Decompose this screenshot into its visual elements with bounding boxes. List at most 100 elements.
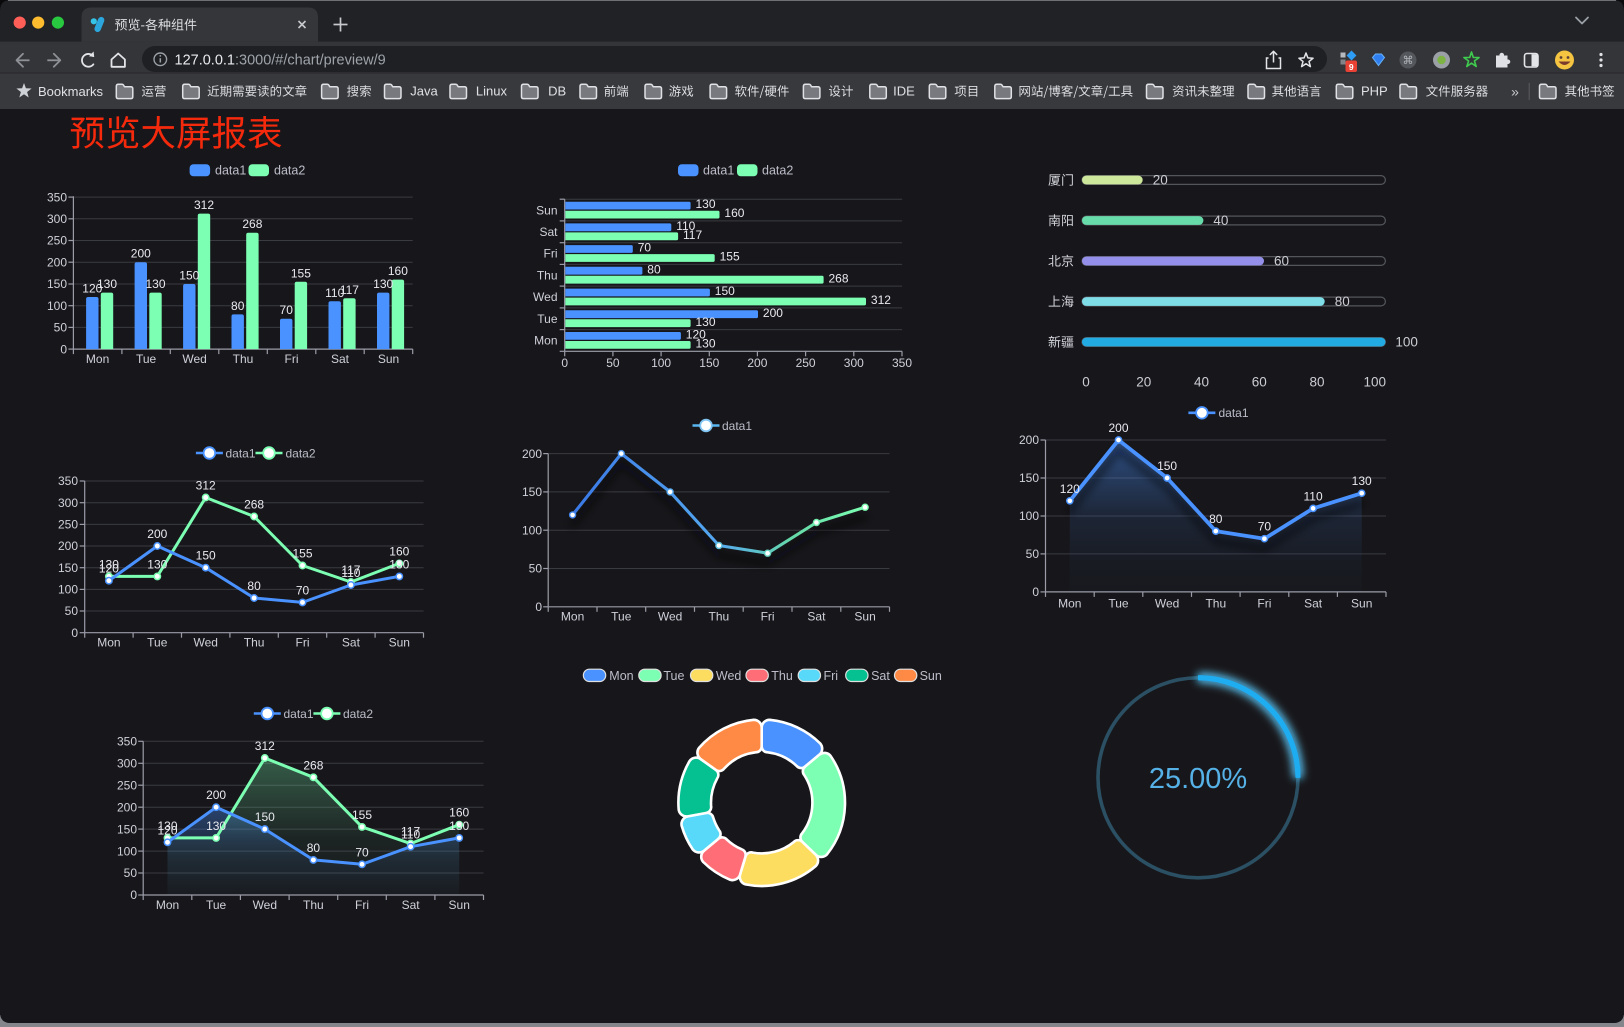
svg-text:268: 268 [244,498,264,512]
svg-text:300: 300 [844,356,864,370]
svg-text:250: 250 [58,518,78,532]
svg-text:130: 130 [373,277,393,291]
svg-text:Wed: Wed [193,636,217,650]
svg-text:200: 200 [1108,421,1128,435]
svg-text:DB: DB [548,84,566,99]
svg-text:350: 350 [892,356,912,370]
svg-text:110: 110 [676,219,695,233]
svg-text:130: 130 [99,557,119,571]
svg-text:60: 60 [1274,254,1289,269]
svg-text:200: 200 [522,447,542,461]
svg-text:Mon: Mon [1058,597,1081,611]
svg-text:150: 150 [1019,471,1039,485]
svg-text:data1: data1 [215,164,246,178]
svg-text:312: 312 [196,479,216,493]
svg-text:data1: data1 [703,164,734,178]
svg-text:268: 268 [829,271,849,285]
svg-text:data2: data2 [343,707,373,721]
svg-text:Sun: Sun [389,636,410,650]
svg-text:Fri: Fri [544,247,558,261]
svg-text:250: 250 [796,356,816,370]
svg-text:300: 300 [117,757,137,771]
svg-text:Thu: Thu [244,636,265,650]
svg-text:Thu: Thu [233,352,254,366]
svg-text:150: 150 [58,561,78,575]
svg-text:data2: data2 [762,164,793,178]
svg-text:50: 50 [1026,547,1040,561]
svg-text:Wed: Wed [533,290,557,304]
svg-text:Bookmarks: Bookmarks [38,84,104,99]
svg-text:data2: data2 [286,446,316,460]
svg-text:150: 150 [1157,459,1177,473]
svg-text:150: 150 [179,269,199,283]
svg-text:Tue: Tue [206,898,227,912]
svg-text:100: 100 [651,356,671,370]
svg-text:130: 130 [145,277,165,291]
svg-text:data1: data1 [284,707,314,721]
svg-text:Mon: Mon [97,636,120,650]
svg-text:200: 200 [58,539,78,553]
svg-text:250: 250 [47,234,67,248]
svg-text:312: 312 [194,198,214,212]
svg-text:200: 200 [763,306,783,320]
svg-text:25.00%: 25.00% [1149,763,1247,795]
svg-text:300: 300 [47,212,67,226]
svg-text:data2: data2 [274,164,305,178]
svg-text:130: 130 [206,819,226,833]
svg-text:130: 130 [389,557,409,571]
svg-text:50: 50 [65,604,79,618]
svg-text:127.0.0.1:3000/#/chart/preview: 127.0.0.1:3000/#/chart/preview/9 [175,52,386,68]
svg-text:Fri: Fri [355,898,369,912]
svg-text:Sun: Sun [378,352,399,366]
svg-text:200: 200 [206,788,226,802]
svg-text:Mon: Mon [609,669,633,683]
svg-text:130: 130 [157,819,177,833]
svg-text:100: 100 [47,299,67,313]
svg-text:200: 200 [747,356,767,370]
svg-text:Tue: Tue [537,312,558,326]
svg-text:Mon: Mon [86,352,109,366]
svg-text:150: 150 [715,284,735,298]
svg-text:70: 70 [1258,520,1272,534]
svg-text:Wed: Wed [1155,597,1179,611]
svg-text:Thu: Thu [771,669,793,683]
svg-text:80: 80 [307,841,321,855]
svg-text:⌘: ⌘ [1403,55,1414,67]
svg-text:Thu: Thu [709,610,730,624]
svg-text:150: 150 [522,485,542,499]
svg-text:Fri: Fri [285,352,299,366]
svg-text:20: 20 [1136,375,1151,390]
svg-text:Fri: Fri [296,636,310,650]
svg-text:Thu: Thu [303,898,324,912]
svg-text:117: 117 [341,563,360,577]
svg-text:PHP: PHP [1361,84,1388,99]
svg-text:110: 110 [1304,489,1323,503]
svg-text:40: 40 [1213,213,1228,228]
svg-text:Thu: Thu [537,268,558,282]
svg-text:155: 155 [352,808,372,822]
svg-text:150: 150 [196,549,216,563]
svg-text:80: 80 [1335,294,1350,309]
svg-text:80: 80 [1309,375,1324,390]
svg-text:312: 312 [255,739,275,753]
svg-text:data1: data1 [722,419,752,433]
svg-text:117: 117 [401,825,420,839]
svg-text:120: 120 [157,823,177,837]
svg-text:130: 130 [696,315,716,329]
svg-text:Sat: Sat [807,610,826,624]
svg-text:130: 130 [147,557,167,571]
svg-text:Wed: Wed [253,898,277,912]
svg-text:150: 150 [47,277,67,291]
svg-text:300: 300 [58,496,78,510]
svg-text:80: 80 [231,299,245,313]
svg-text:350: 350 [117,735,137,749]
svg-text:160: 160 [449,806,469,820]
svg-text:110: 110 [341,566,360,580]
svg-text:Mon: Mon [561,610,584,624]
svg-text:Tue: Tue [147,636,168,650]
svg-text:110: 110 [401,828,420,842]
svg-text:120: 120 [99,562,119,576]
svg-text:200: 200 [131,247,151,261]
svg-text:160: 160 [388,264,408,278]
svg-text:70: 70 [280,303,294,317]
